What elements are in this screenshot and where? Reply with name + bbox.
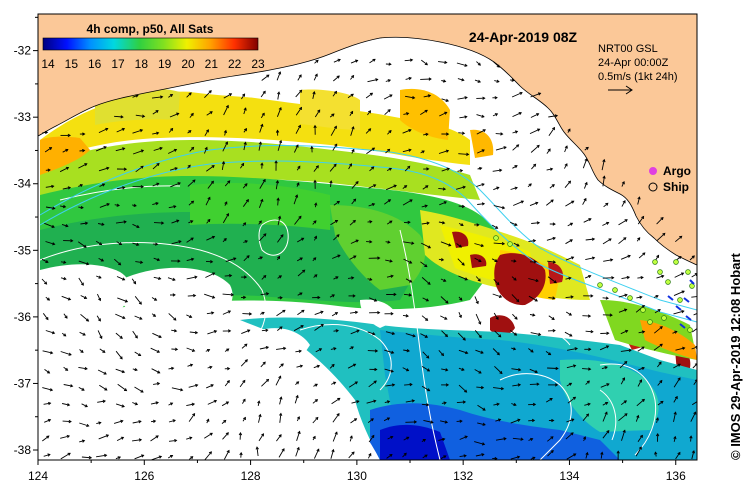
colorbar-tick-label: 15: [65, 57, 79, 71]
argo-float-marker: [653, 260, 658, 265]
argo-float-marker: [662, 316, 667, 321]
argo-float-marker: [658, 270, 663, 275]
current-vector-head: [698, 400, 701, 402]
argo-float-marker: [686, 270, 691, 275]
colorbar-tick-label: 14: [41, 57, 55, 71]
argo-float-marker: [678, 298, 683, 303]
lon-tick-label: 130: [347, 469, 367, 483]
lat-tick-label: -36: [14, 310, 32, 324]
lon-tick-label: 132: [453, 469, 473, 483]
lon-tick-label: 128: [241, 469, 261, 483]
argo-float-marker: [688, 328, 693, 333]
argo-float-marker: [628, 296, 633, 301]
argo-legend-label: Argo: [663, 164, 691, 178]
argo-float-marker: [674, 260, 679, 265]
colorbar-tick-label: 16: [88, 57, 102, 71]
lat-tick-label: -32: [14, 44, 32, 58]
colorbar-scale: [43, 38, 258, 50]
colorbar-tick-label: 21: [205, 57, 219, 71]
lat-tick-label: -37: [14, 376, 32, 390]
argo-float-marker: [494, 236, 499, 241]
lat-tick-label: -38: [14, 443, 32, 457]
argo-float-marker: [641, 308, 646, 313]
ship-legend-label: Ship: [663, 180, 689, 194]
argo-float-marker: [598, 283, 603, 288]
map-title: 24-Apr-2019 08Z: [469, 29, 578, 45]
colorbar-tick-label: 22: [228, 57, 242, 71]
argo-float-marker: [698, 303, 703, 308]
current-vector: [547, 368, 558, 369]
lon-tick-label: 136: [666, 469, 686, 483]
info-scale-label: 0.5m/s (1kt 24h): [598, 71, 677, 83]
lon-tick-label: 124: [28, 469, 48, 483]
lon-tick-label: 126: [134, 469, 154, 483]
latitude-axis: -32 -33 -34 -35 -36 -37 -38: [14, 17, 38, 457]
argo-legend-icon: [650, 168, 657, 175]
lat-tick-label: -35: [14, 243, 32, 257]
colorbar-tick-label: 20: [181, 57, 195, 71]
current-vector-head: [698, 295, 700, 298]
current-vector: [154, 223, 163, 224]
colorbar-tick-label: 17: [111, 57, 125, 71]
imos-credit: © IMOS 29-Apr-2019 12:08 Hobart: [728, 253, 743, 460]
current-vector-head: [698, 326, 700, 328]
info-model-label: NRT00 GSL: [598, 43, 658, 55]
current-vector-head: [701, 311, 704, 313]
argo-float-marker: [666, 280, 671, 285]
lat-tick-label: -34: [14, 177, 32, 191]
info-date-label: 24-Apr 00:00Z: [598, 57, 669, 69]
colorbar-tick-label: 18: [135, 57, 149, 71]
lat-tick-label: -33: [14, 110, 32, 124]
current-vector: [603, 278, 614, 279]
argo-float-marker: [613, 288, 618, 293]
longitude-axis: 124 126 128 130 132 134 136: [28, 460, 686, 483]
colorbar-tick-label: 23: [251, 57, 265, 71]
argo-float-marker: [648, 320, 653, 325]
colorbar-tick-label: 19: [158, 57, 172, 71]
colorbar-title: 4h comp, p50, All Sats: [87, 22, 214, 36]
argo-float-marker: [508, 242, 513, 247]
lon-tick-label: 134: [559, 469, 579, 483]
